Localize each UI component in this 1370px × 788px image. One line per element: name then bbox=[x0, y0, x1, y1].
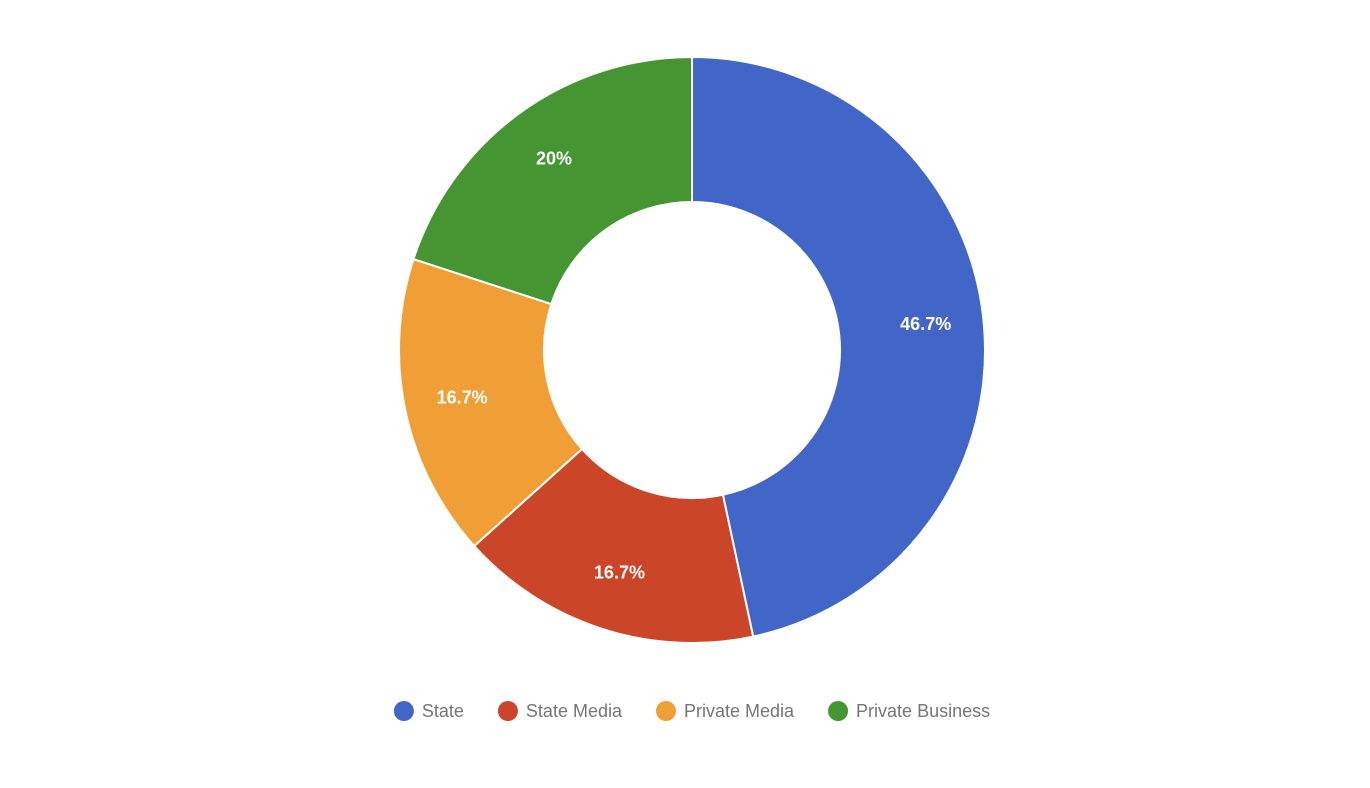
legend-label: Private Business bbox=[856, 701, 990, 721]
slice-label: 20% bbox=[536, 149, 572, 169]
legend-marker bbox=[655, 701, 676, 721]
slice-label: 16.7% bbox=[437, 387, 488, 407]
slice-label: 16.7% bbox=[594, 562, 645, 582]
donut-slice bbox=[412, 55, 693, 306]
legend-marker bbox=[497, 701, 518, 721]
legend-marker bbox=[393, 701, 414, 721]
donut-slice bbox=[398, 257, 584, 548]
donut-slice bbox=[472, 447, 755, 644]
legend: State State Media Private Media Private Bus… bbox=[393, 701, 990, 721]
legend-label: State bbox=[422, 701, 464, 721]
legend-marker bbox=[828, 701, 849, 721]
legend-label: State Media bbox=[526, 701, 623, 721]
legend-label: Private Media bbox=[684, 701, 795, 721]
donut-slice bbox=[691, 55, 986, 638]
slice-label: 46.7% bbox=[900, 314, 951, 334]
